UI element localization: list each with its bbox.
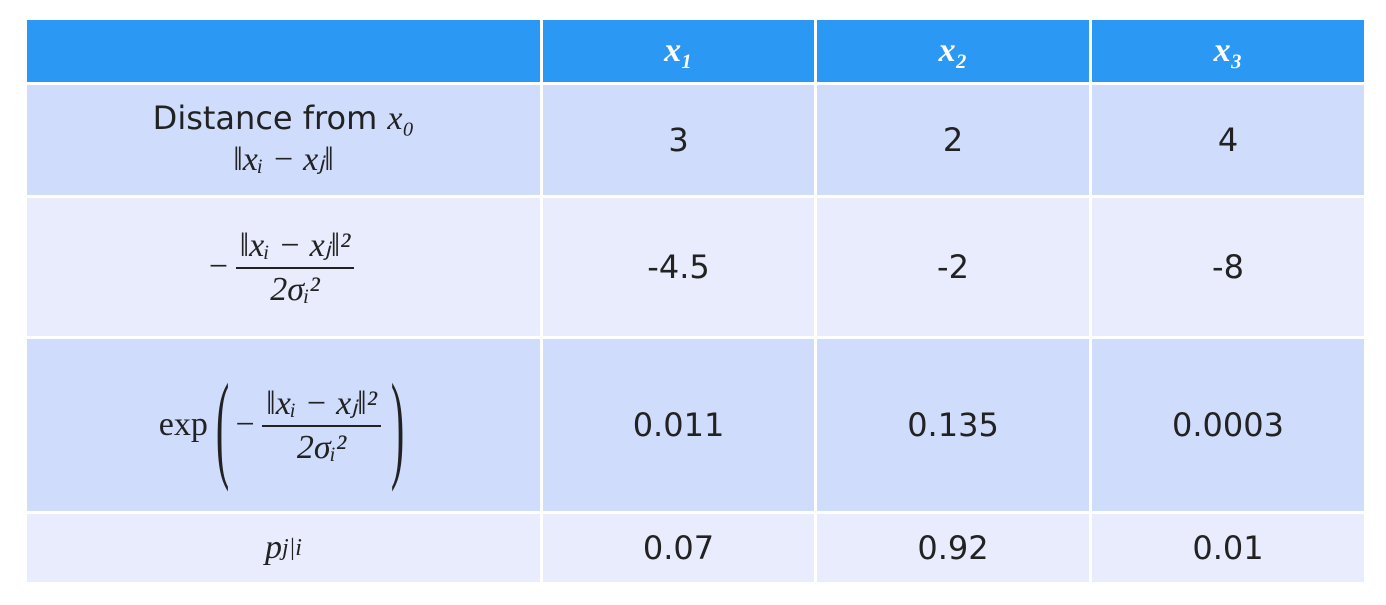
label-expression: ‖xᵢ − xⱼ‖ xyxy=(233,141,334,178)
denominator: 2σᵢ² xyxy=(270,271,320,308)
cell: 3 xyxy=(543,85,814,195)
label-text: Distance from xyxy=(152,99,378,138)
cell: -2 xyxy=(817,198,1089,336)
cell: 0.92 xyxy=(817,514,1089,582)
row-label: Distance from x₀ ‖xᵢ − xⱼ‖ xyxy=(27,85,540,195)
cell: -8 xyxy=(1092,198,1364,336)
denominator: 2σᵢ² xyxy=(296,429,347,466)
paren: ) xyxy=(390,357,405,493)
sign: − xyxy=(233,406,257,443)
row-label: p j|i xyxy=(27,514,540,582)
header-cell: x₂ xyxy=(817,20,1089,82)
row-label: exp ( − ‖xᵢ − xⱼ‖² 2σᵢ² ) xyxy=(27,339,540,511)
header-cell: x₃ xyxy=(1092,20,1364,82)
cell: -4.5 xyxy=(543,198,814,336)
base: p xyxy=(265,529,283,566)
header-cell xyxy=(27,20,540,82)
cell: 0.135 xyxy=(817,339,1089,511)
function: exp xyxy=(158,406,208,443)
table: x₁ x₂ x₃ Distance from x₀ ‖xᵢ − xⱼ‖ 3 2 … xyxy=(27,20,1364,582)
cell: 2 xyxy=(817,85,1089,195)
cell: 0.011 xyxy=(543,339,814,511)
sign: − xyxy=(206,248,230,285)
numerator: ‖xᵢ − xⱼ‖² xyxy=(262,383,381,427)
cell: 0.07 xyxy=(543,514,814,582)
cell: 0.01 xyxy=(1092,514,1364,582)
cell: 4 xyxy=(1092,85,1364,195)
paren: ( xyxy=(215,357,230,493)
numerator: ‖xᵢ − xⱼ‖² xyxy=(235,225,355,269)
cell: 0.0003 xyxy=(1092,339,1364,511)
header-cell: x₁ xyxy=(543,20,814,82)
subscript: j|i xyxy=(282,534,302,561)
row-label: − ‖xᵢ − xⱼ‖² 2σᵢ² xyxy=(27,198,540,336)
label-variable: x₀ xyxy=(387,100,415,138)
